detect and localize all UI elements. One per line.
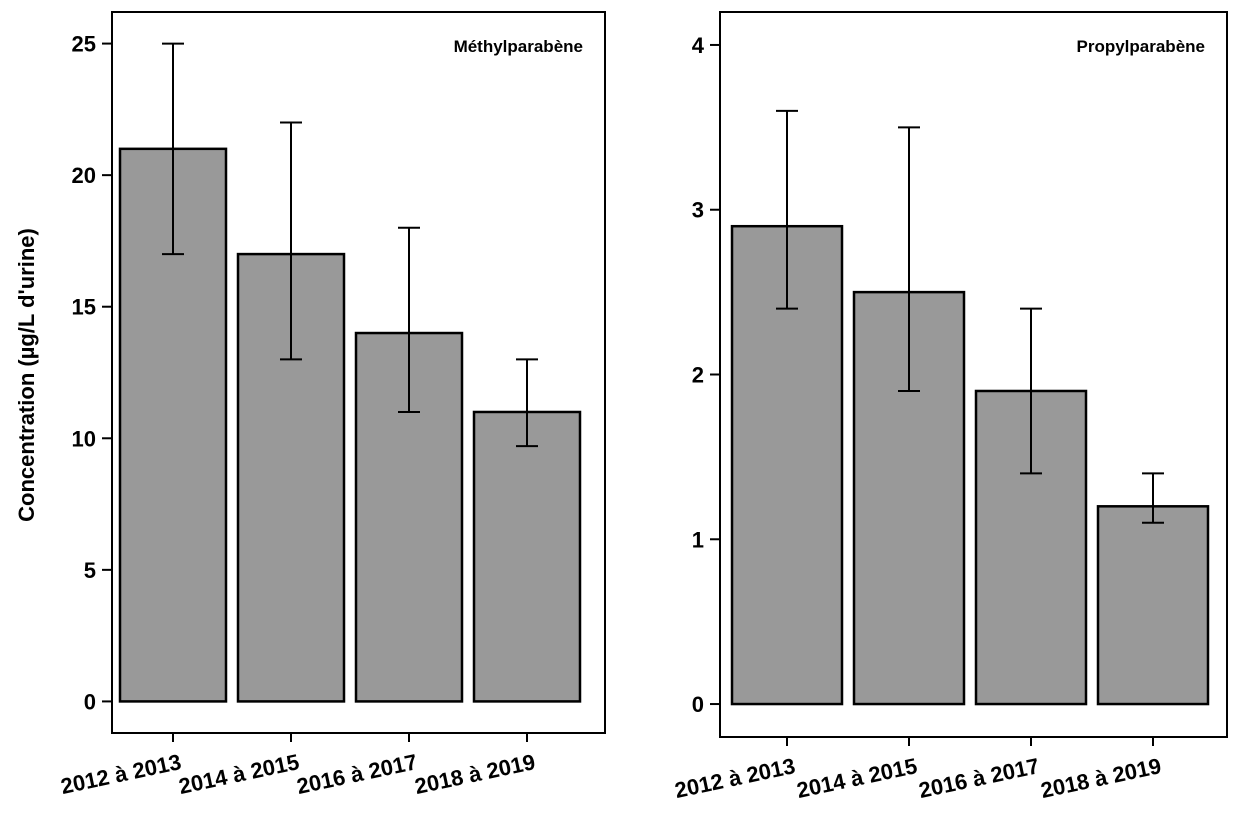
x-tick-label: 2012 à 2013 [58, 749, 183, 799]
x-tick-label: 2014 à 2015 [794, 753, 919, 803]
plot-frame [111, 11, 606, 734]
y-tick-label: 10 [72, 426, 96, 451]
y-axis-label: Concentration (µg/L d'urine) [14, 228, 39, 522]
x-tick-label: 2018 à 2019 [1038, 753, 1163, 803]
panel-title: Propylparabène [1077, 37, 1206, 56]
y-tick-label: 20 [72, 163, 96, 188]
bar [472, 410, 582, 703]
y-tick-label: 15 [72, 295, 96, 320]
x-tick-label: 2014 à 2015 [176, 749, 301, 799]
x-tick-label: 2016 à 2017 [916, 753, 1041, 803]
bar [1096, 505, 1210, 706]
x-tick-label: 2018 à 2019 [412, 749, 537, 799]
y-tick-label: 1 [692, 527, 704, 552]
y-tick-label: 0 [84, 689, 96, 714]
panel-methylparabene: Méthylparabène 0 5 10 15 20 25 2012 à 20132014 … [58, 11, 606, 799]
y-tick-label: 5 [84, 558, 96, 583]
y-tick-label: 4 [692, 33, 705, 58]
x-tick-label: 2012 à 2013 [672, 753, 797, 803]
y-tick-label: 25 [72, 32, 96, 57]
x-tick-label: 2016 à 2017 [294, 749, 419, 799]
y-tick-label: 0 [692, 692, 704, 717]
y-tick-label: 3 [692, 198, 704, 223]
panel-title: Méthylparabène [454, 37, 583, 56]
y-tick-label: 2 [692, 363, 704, 388]
